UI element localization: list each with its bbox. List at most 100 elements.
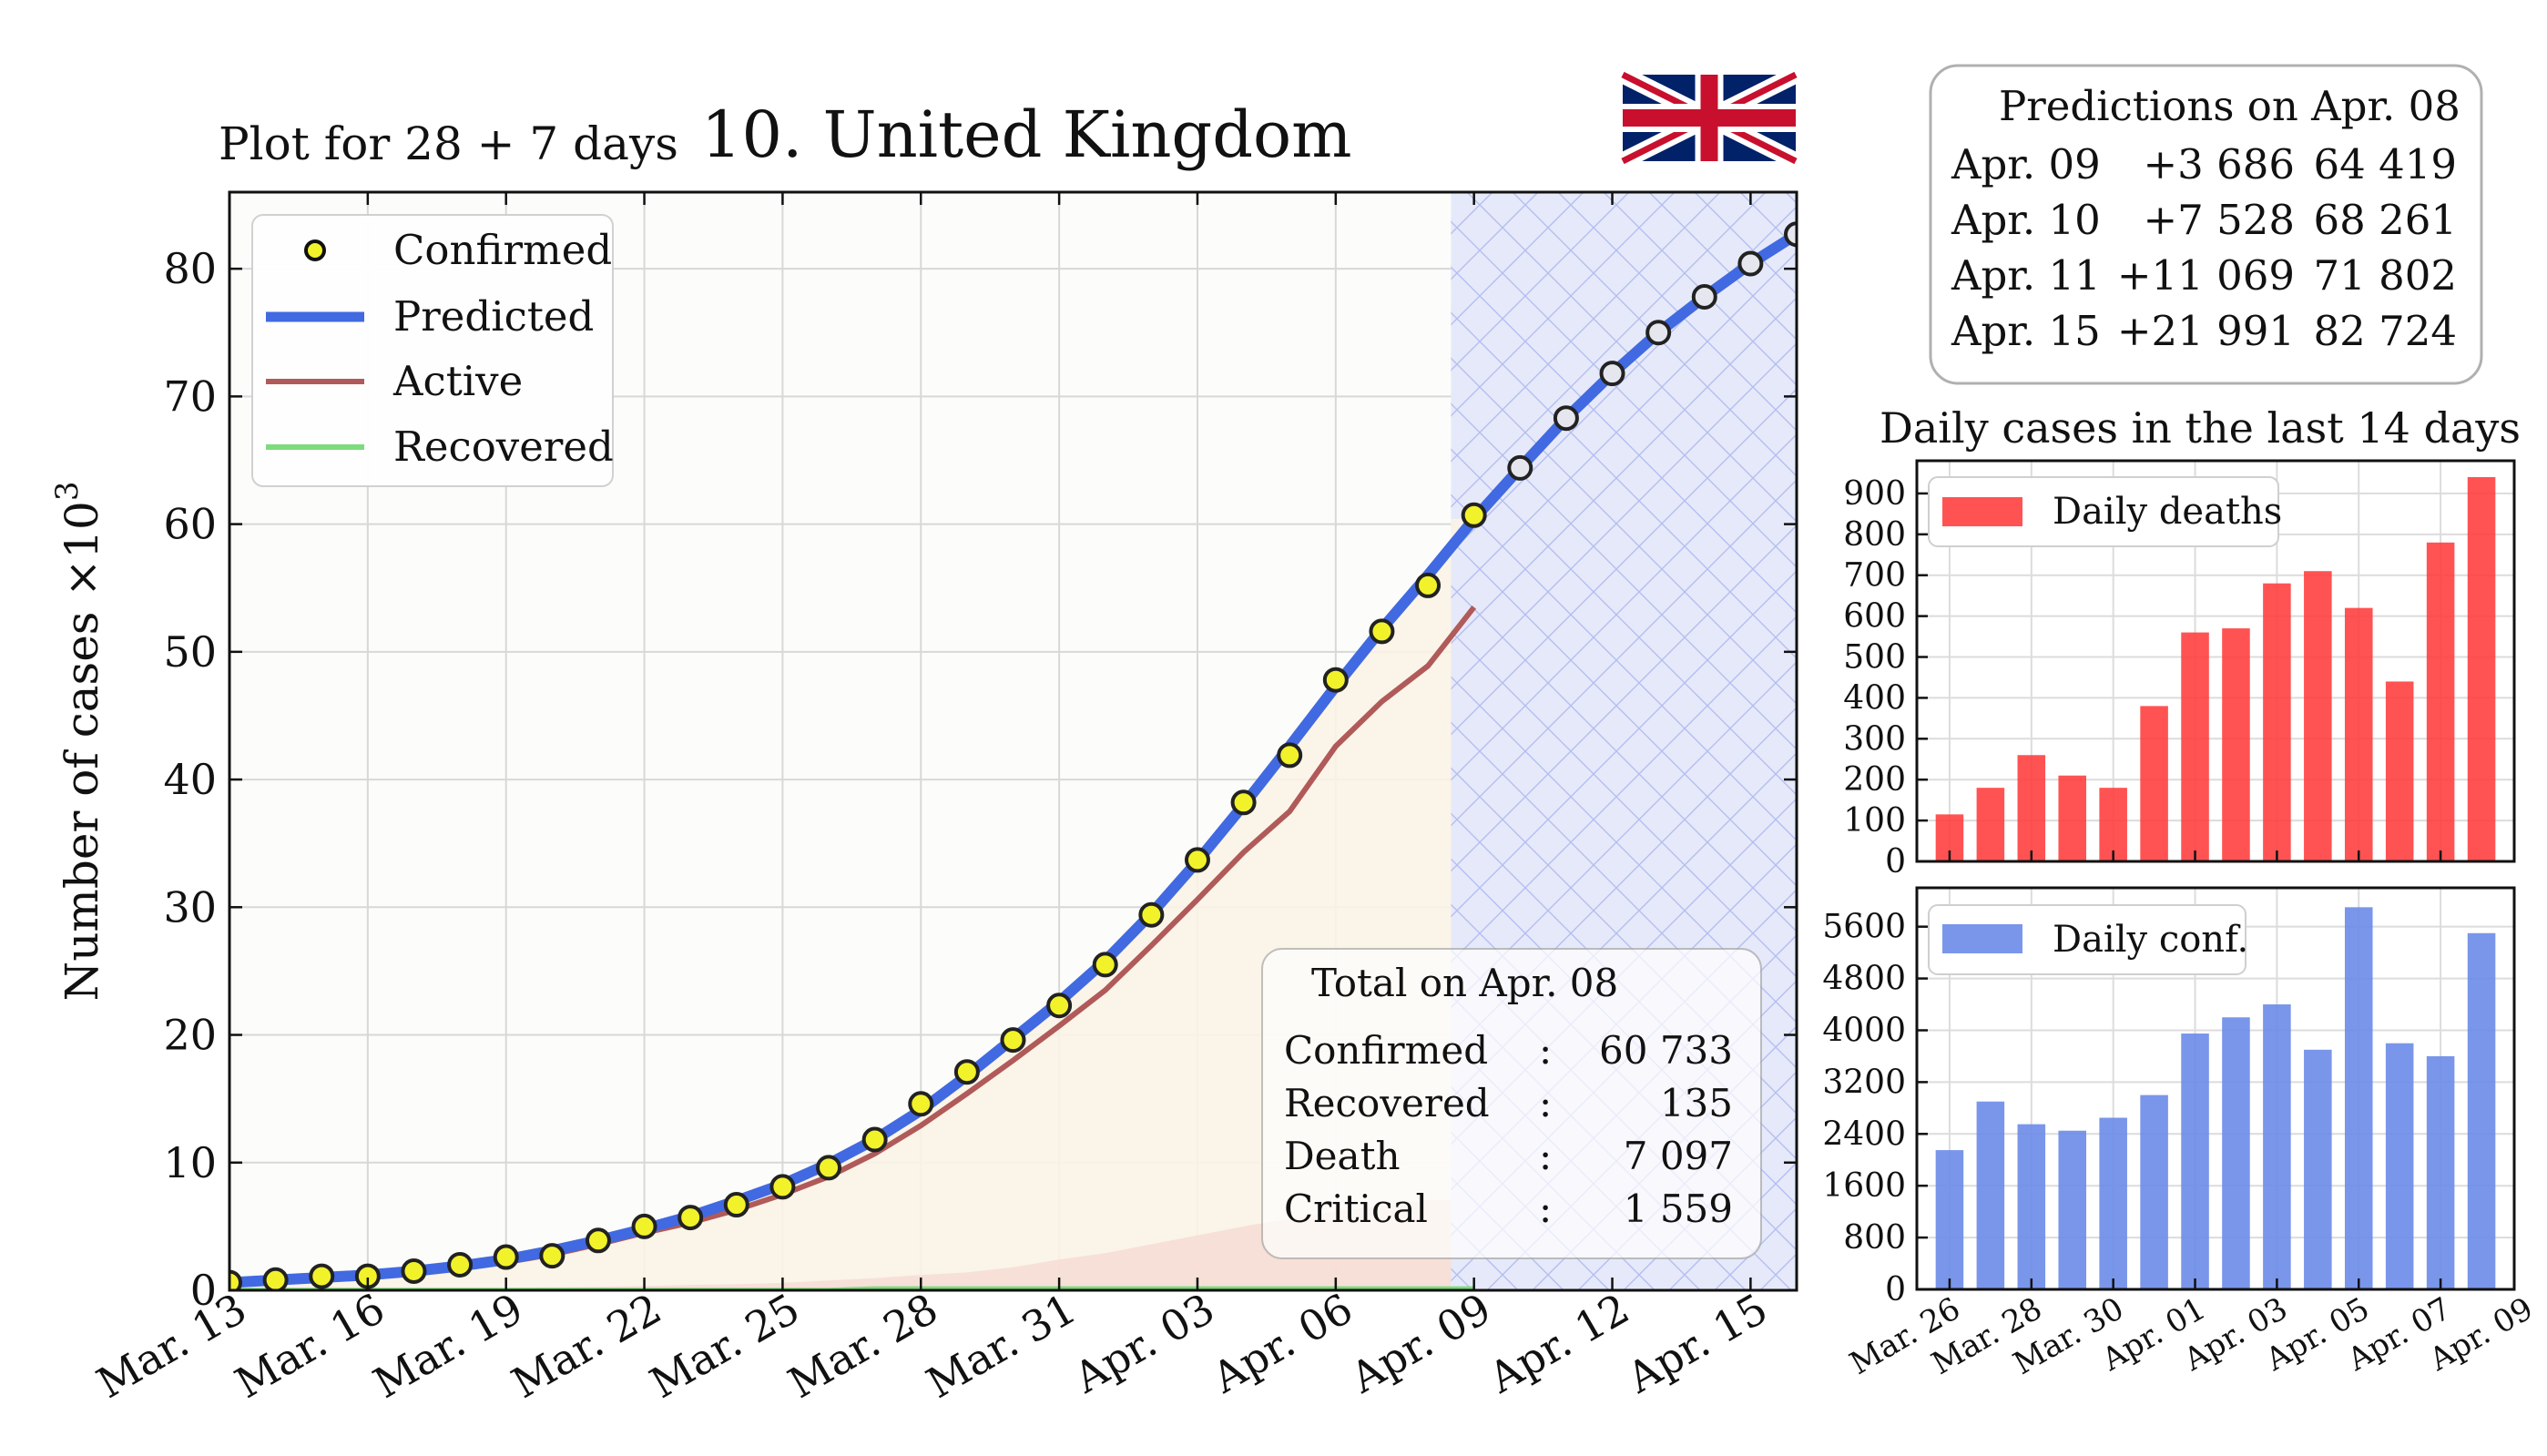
prediction-date: Apr. 15: [1951, 307, 2101, 355]
total-separator: :: [1539, 1028, 1552, 1073]
bar: [2140, 706, 2168, 861]
bar: [1976, 788, 2005, 861]
legend-active: Active: [392, 357, 523, 405]
x-tick-label: Mar. 28: [780, 1284, 946, 1408]
bar: [2222, 1017, 2250, 1289]
confirmed-point: [229, 1269, 242, 1290]
bar-y-tick-label: 900: [1843, 475, 1906, 513]
y-tick-label: 30: [163, 882, 217, 932]
confirmed-point: [1184, 847, 1210, 873]
confirmed-point: [447, 1251, 474, 1278]
confirmed-markers: [229, 221, 1797, 1290]
uk-flag-icon: [1618, 66, 1800, 169]
confirmed-point: [539, 1243, 565, 1269]
prediction-total: 68 261: [2314, 196, 2457, 244]
bar: [2058, 775, 2087, 861]
plot-subtitle: Plot for 28 + 7 days: [219, 117, 678, 170]
x-tick-label: Mar. 16: [227, 1284, 392, 1408]
predicted-point: [1691, 283, 1717, 310]
total-value: 60 733: [1599, 1028, 1733, 1073]
confirmed-point: [953, 1059, 980, 1085]
confirmed-point: [1138, 901, 1165, 928]
bar-y-tick-label: 300: [1843, 720, 1906, 758]
bar: [2385, 681, 2414, 861]
totals-box: Total on Apr. 08 Confirmed: 60 733 Recover…: [1261, 948, 1762, 1259]
daily-chart-title: Daily cases in the last 14 days: [1880, 403, 2521, 453]
bar-y-tick-label: 4000: [1822, 1012, 1906, 1049]
bar-y-tick-label: 700: [1843, 557, 1906, 595]
predictions-title: Predictions on Apr. 08: [1999, 82, 2460, 130]
confirmed-point: [401, 1257, 427, 1284]
total-label: Death: [1284, 1134, 1401, 1178]
bar: [2181, 1033, 2209, 1289]
confirmed-point: [1322, 667, 1349, 693]
total-separator: :: [1539, 1186, 1552, 1231]
confirmed-point: [262, 1267, 289, 1290]
bar: [2099, 1117, 2127, 1289]
bar-y-tick-label: 400: [1843, 679, 1906, 717]
predicted-point: [1553, 405, 1579, 432]
prediction-total: 71 802: [2314, 251, 2457, 300]
predicted-point: [1645, 320, 1672, 346]
confirmed-point: [1277, 742, 1303, 769]
confirmed-point: [908, 1091, 934, 1117]
legend-predicted: Predicted: [393, 292, 594, 341]
bar-y-tick-label: 800: [1843, 1219, 1906, 1257]
bar: [2099, 788, 2127, 861]
total-label: Critical: [1284, 1186, 1428, 1231]
prediction-total: 82 724: [2314, 307, 2457, 355]
bar-y-tick-label: 200: [1843, 761, 1906, 799]
bar: [2017, 1124, 2046, 1289]
total-separator: :: [1539, 1134, 1552, 1178]
total-label: Recovered: [1284, 1081, 1490, 1125]
bar-y-tick-label: 500: [1843, 639, 1906, 677]
confirmed-point: [1046, 993, 1073, 1019]
y-tick-label: 40: [163, 755, 217, 804]
main-legend: Confirmed Predicted Active Recovered: [251, 214, 614, 487]
x-tick-label: Mar. 22: [504, 1284, 669, 1408]
deaths-area: [229, 1199, 1452, 1290]
confirmed-point: [1415, 572, 1442, 598]
confirmed-point: [493, 1244, 519, 1270]
confirmed-point: [861, 1126, 888, 1153]
prediction-date: Apr. 10: [1951, 196, 2101, 244]
confirmed-point: [816, 1155, 842, 1181]
bar: [2426, 1055, 2455, 1289]
prediction-total: 64 419: [2314, 140, 2457, 188]
y-tick-label: 20: [163, 1011, 217, 1060]
deaths-legend-swatch: [1942, 497, 2022, 526]
bar: [2385, 1043, 2414, 1289]
y-tick-label: 50: [163, 627, 217, 677]
bar-y-tick-label: 3200: [1822, 1064, 1906, 1101]
conf-legend-swatch: [1942, 924, 2022, 953]
bar: [2058, 1130, 2087, 1289]
deaths-legend: Daily deaths: [1928, 476, 2282, 547]
predicted-point: [1599, 361, 1625, 387]
total-value: 7 097: [1624, 1134, 1733, 1178]
y-tick-label: 80: [163, 244, 217, 293]
bar: [2344, 907, 2373, 1289]
bar-y-tick-label: 800: [1843, 516, 1906, 554]
prediction-delta: +3 686: [2143, 140, 2295, 188]
conf-legend-label: Daily conf.: [2053, 919, 2248, 961]
confirmed-point: [585, 1227, 611, 1254]
bar-y-tick-label: 5600: [1822, 909, 1906, 946]
bar: [1976, 1101, 2005, 1289]
conf-legend: Daily conf.: [1928, 904, 2248, 975]
bar-y-tick-label: 4800: [1822, 961, 1906, 998]
predicted-point: [1784, 221, 1797, 248]
confirmed-point: [1000, 1027, 1026, 1054]
bar: [2263, 583, 2291, 861]
y-tick-label: 10: [163, 1138, 217, 1187]
total-separator: :: [1539, 1081, 1552, 1125]
prediction-date: Apr. 09: [1951, 140, 2101, 188]
prediction-date: Apr. 11: [1951, 251, 2101, 300]
confirmed-point: [1461, 502, 1487, 528]
bar: [1935, 1150, 1964, 1289]
x-tick-label: Mar. 31: [918, 1284, 1084, 1408]
x-tick-label: Mar. 13: [88, 1284, 254, 1408]
prediction-delta: +21 991: [2117, 307, 2295, 355]
y-tick-label: 70: [163, 372, 217, 421]
x-tick-label: Apr. 12: [1480, 1284, 1637, 1403]
